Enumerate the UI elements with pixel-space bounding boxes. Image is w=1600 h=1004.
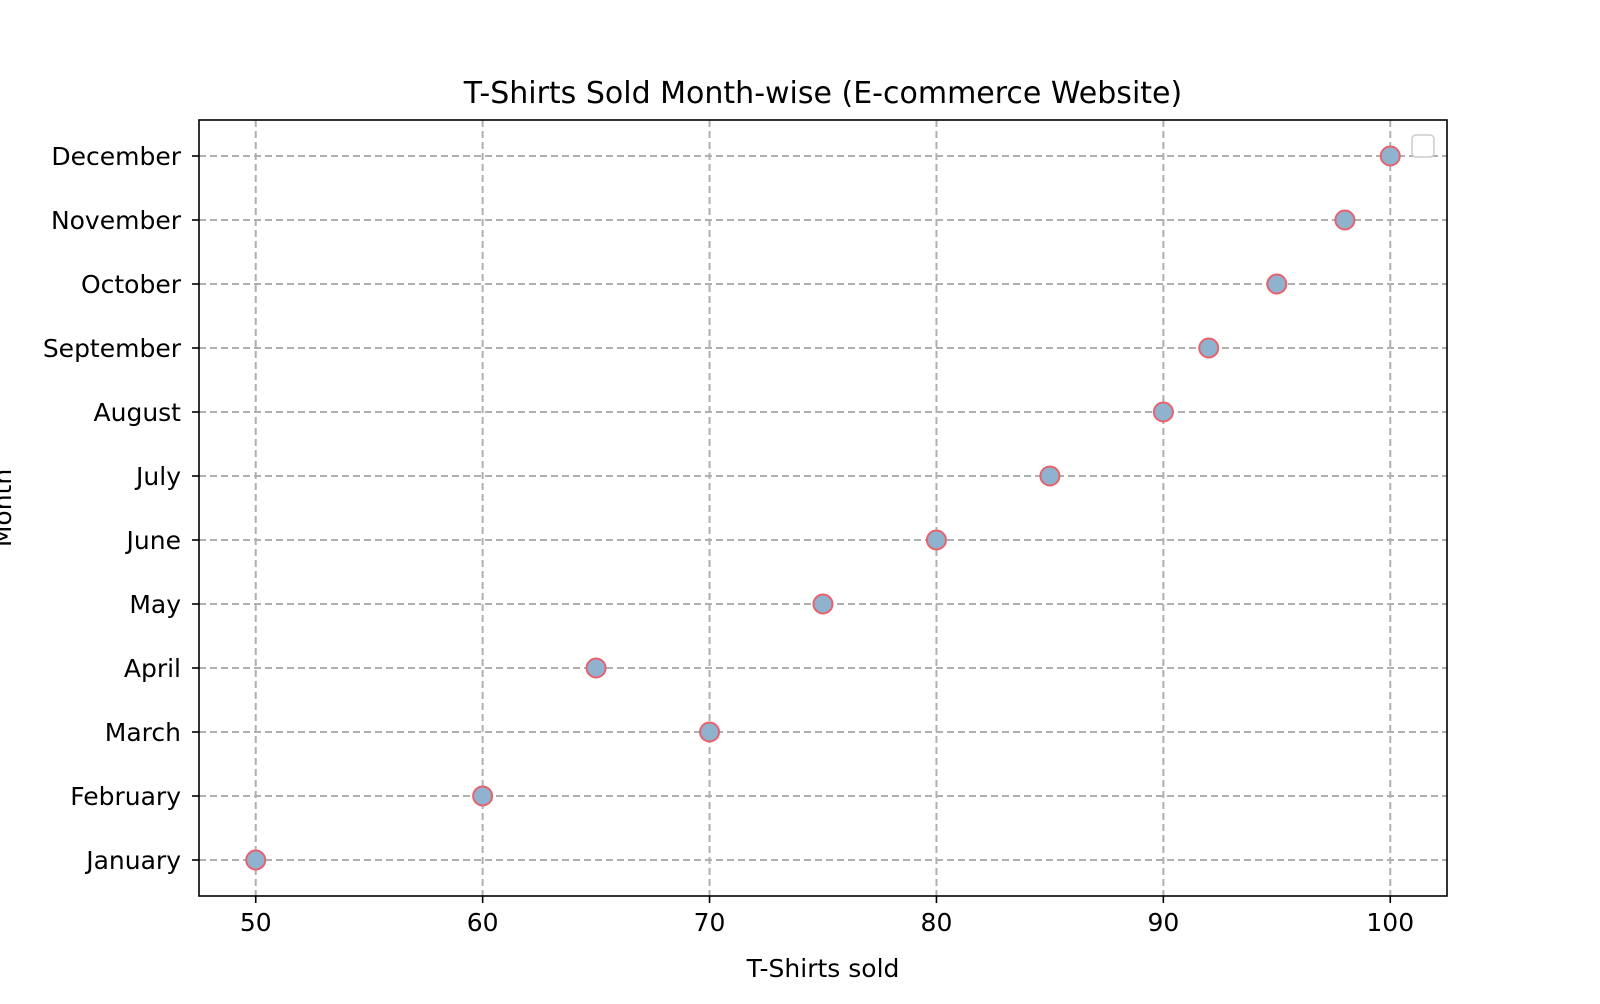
data-point: [812, 593, 834, 615]
data-point: [925, 529, 947, 551]
data-point: [1152, 401, 1174, 423]
x-axis-label: T-Shirts sold: [746, 954, 900, 983]
data-point: [1039, 465, 1061, 487]
data-point: [245, 849, 267, 871]
y-tick-label: May: [129, 590, 181, 619]
y-tick-label: October: [81, 270, 182, 299]
data-point: [472, 785, 494, 807]
x-tick-label: 50: [240, 908, 272, 937]
y-tick-label: March: [105, 718, 181, 747]
y-tick-label: November: [51, 206, 182, 235]
x-tick-label: 60: [467, 908, 499, 937]
y-axis-label: Month: [0, 469, 17, 547]
x-tick-label: 100: [1366, 908, 1414, 937]
y-tick-label: April: [124, 654, 181, 683]
data-point: [1198, 337, 1220, 359]
legend-box: [1411, 134, 1435, 158]
data-point: [585, 657, 607, 679]
y-tick-label: February: [70, 782, 181, 811]
data-point: [699, 721, 721, 743]
y-tick-label: January: [84, 846, 181, 875]
chart-title: T-Shirts Sold Month-wise (E-commerce Web…: [463, 76, 1182, 111]
y-tick-label: June: [125, 526, 181, 555]
grid-layer: [199, 120, 1447, 896]
plot-frame: [198, 119, 1448, 897]
y-tick-label: July: [134, 462, 181, 491]
y-tick-label: August: [94, 398, 182, 427]
data-point: [1334, 209, 1356, 231]
ticks-layer: 50 60 70 80 90 100 January February March April Ma…: [43, 142, 1414, 937]
y-tick-label: September: [43, 334, 182, 363]
x-tick-label: 90: [1147, 908, 1179, 937]
x-tick-label: 80: [921, 908, 953, 937]
marks-layer: [245, 145, 1401, 871]
y-tick-label: December: [51, 142, 181, 171]
data-point: [1379, 145, 1401, 167]
data-point: [1266, 273, 1288, 295]
x-tick-label: 70: [694, 908, 726, 937]
